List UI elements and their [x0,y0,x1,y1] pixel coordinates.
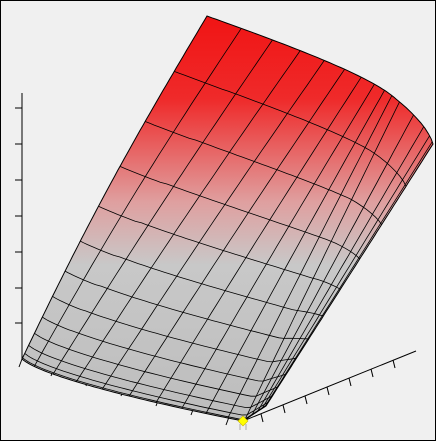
y-axis-tick-2 [304,395,308,405]
mesh-line-u-13 [264,141,433,408]
mesh-line-v-9 [119,166,361,260]
origin-marker [237,415,249,427]
surface-patch [21,15,434,422]
y-axis-tick-1 [282,404,286,414]
mesh-line-v-7 [80,240,324,317]
mesh-line-u-6 [181,83,375,409]
mesh-line-v-2 [28,345,273,408]
mesh-line-u-7 [205,90,385,414]
mesh-line-u-12 [261,135,430,409]
marker-layer [237,415,249,430]
mesh-line-u-9 [244,101,400,420]
y-axis-tick-4 [348,377,352,387]
y-axis-tick-6 [392,359,396,369]
mesh-line-v-10 [145,121,382,225]
mesh-line-v-1 [24,353,269,416]
mesh-line-v-0 [22,357,267,420]
y-axis-tick-0 [260,413,264,423]
y-axis-line [242,350,417,422]
mesh-layer [22,28,433,420]
y-axis-tick-5 [370,368,374,378]
mesh-line-u-0 [33,28,242,367]
mesh-line-u-10 [251,114,414,416]
mesh-line-u-5 [155,76,362,403]
y-axis-tick-3 [326,386,330,396]
mesh-line-v-11 [174,71,407,187]
mesh-line-u-1 [52,39,273,375]
mesh-line-v-8 [98,205,341,290]
mesh-line-v-5 [52,296,297,363]
mesh-line-u-3 [101,60,325,390]
mesh-line-v-6 [64,270,309,340]
surface-layer [21,15,434,422]
mesh-line-u-2 [75,50,301,382]
origin-marker-legs [239,424,247,430]
mesh-line-v-3 [34,332,279,397]
mesh-line-u-4 [128,69,345,397]
mesh-line-u-11 [257,126,425,412]
mesh-line-u-8 [227,95,393,419]
mesh-line-v-4 [42,316,287,382]
x-axis-tick-0 [18,358,23,368]
